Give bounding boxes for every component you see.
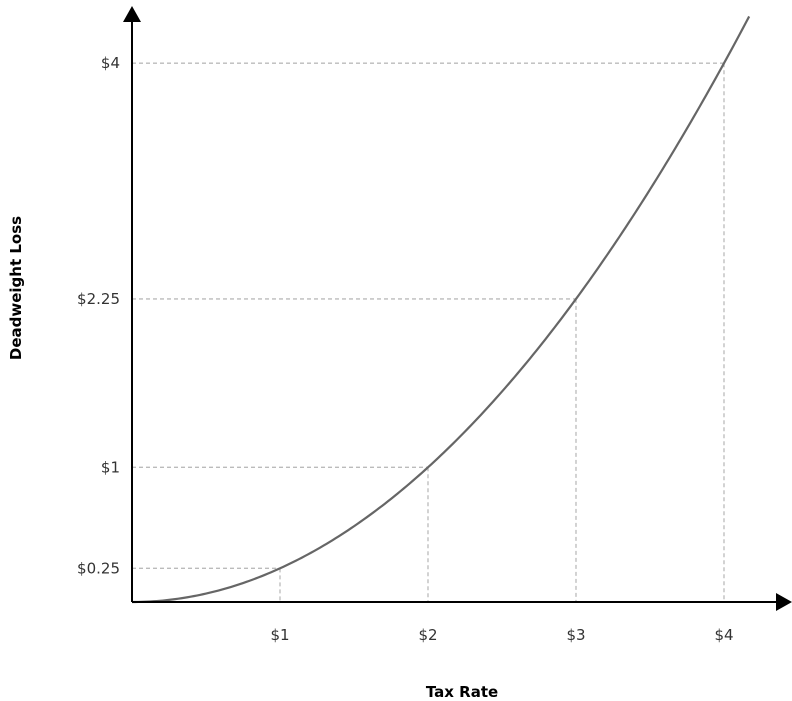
x-axis-arrow xyxy=(776,593,792,611)
x-tick-label: $1 xyxy=(270,626,289,644)
y-axis-arrow xyxy=(123,6,141,22)
x-tick-labels: $1 $2 $3 $4 xyxy=(270,626,733,644)
y-axis-title: Deadweight Loss xyxy=(7,216,25,360)
y-tick-label: $1 xyxy=(101,458,120,476)
x-tick-label: $3 xyxy=(566,626,585,644)
x-tick-label: $4 xyxy=(714,626,733,644)
axes xyxy=(123,6,792,611)
y-tick-label: $0.25 xyxy=(77,559,120,577)
x-axis-title: Tax Rate xyxy=(426,683,498,701)
y-tick-labels: $0.25 $1 $2.25 $4 xyxy=(77,54,120,577)
y-tick-label: $2.25 xyxy=(77,290,120,308)
x-tick-label: $2 xyxy=(418,626,437,644)
deadweight-loss-curve xyxy=(131,15,751,604)
reference-guides xyxy=(132,62,725,602)
y-tick-label: $4 xyxy=(101,54,120,72)
